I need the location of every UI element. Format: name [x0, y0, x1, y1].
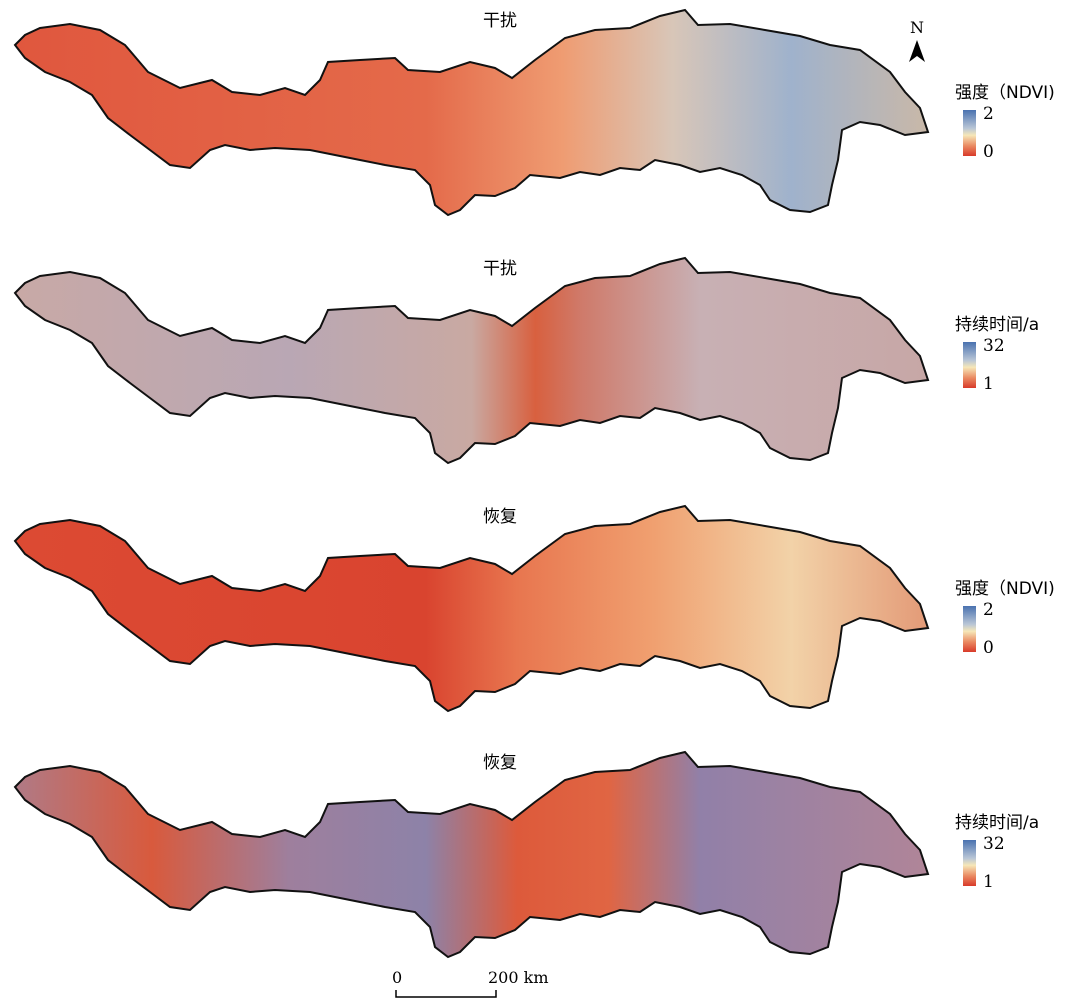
legend-title: 持续时间/a: [955, 315, 1040, 335]
legend-min-label: 1: [983, 872, 994, 892]
region-map: [13, 256, 930, 465]
map-panel-disturbance-duration: 干扰 持续时间/a 32 1: [0, 248, 1075, 493]
scale-bar: 0 200 km: [380, 968, 560, 998]
panel-title: 恢复: [483, 753, 517, 773]
scale-start-label: 0: [392, 968, 403, 987]
legend-max-label: 2: [983, 104, 994, 124]
region-map: [13, 750, 930, 959]
map-panel-disturbance-intensity: 干扰 N 强度（NDVI) 2 0: [0, 0, 1075, 245]
study-area-outline: [13, 256, 930, 465]
legend-min-label: 0: [983, 638, 994, 658]
legend-max-label: 2: [983, 600, 994, 620]
north-arrow: N: [905, 18, 935, 66]
legend-color-bar: [963, 342, 976, 388]
scale-end-label: 200 km: [488, 968, 549, 987]
legend-max-label: 32: [983, 336, 1005, 356]
legend-color-bar: [963, 840, 976, 886]
region-map: [13, 8, 930, 217]
north-label: N: [910, 18, 924, 37]
legend-title: 强度（NDVI): [955, 579, 1055, 599]
map-panel-recovery-duration: 恢复 持续时间/a 32 1: [0, 742, 1075, 987]
legend: 持续时间/a 32 1: [955, 310, 1040, 394]
panel-title: 干扰: [483, 259, 517, 279]
legend-title: 强度（NDVI): [955, 83, 1055, 103]
legend: 持续时间/a 32 1: [955, 808, 1040, 892]
map-panel-recovery-intensity: 恢复 强度（NDVI) 2 0: [0, 496, 1075, 741]
study-area-outline: [13, 8, 930, 217]
legend-color-bar: [963, 606, 976, 652]
legend: 强度（NDVI) 2 0: [955, 78, 1055, 162]
legend-max-label: 32: [983, 834, 1005, 854]
legend-min-label: 1: [983, 374, 994, 394]
legend: 强度（NDVI) 2 0: [955, 574, 1055, 658]
study-area-outline: [13, 504, 930, 713]
legend-title: 持续时间/a: [955, 813, 1040, 833]
study-area-outline: [13, 750, 930, 959]
panel-title: 恢复: [483, 507, 517, 527]
panel-title: 干扰: [483, 11, 517, 31]
scale-bar-line: [395, 990, 497, 998]
legend-color-bar: [963, 110, 976, 156]
region-map: [13, 504, 930, 713]
legend-min-label: 0: [983, 142, 994, 162]
north-arrow-icon: [909, 40, 925, 62]
